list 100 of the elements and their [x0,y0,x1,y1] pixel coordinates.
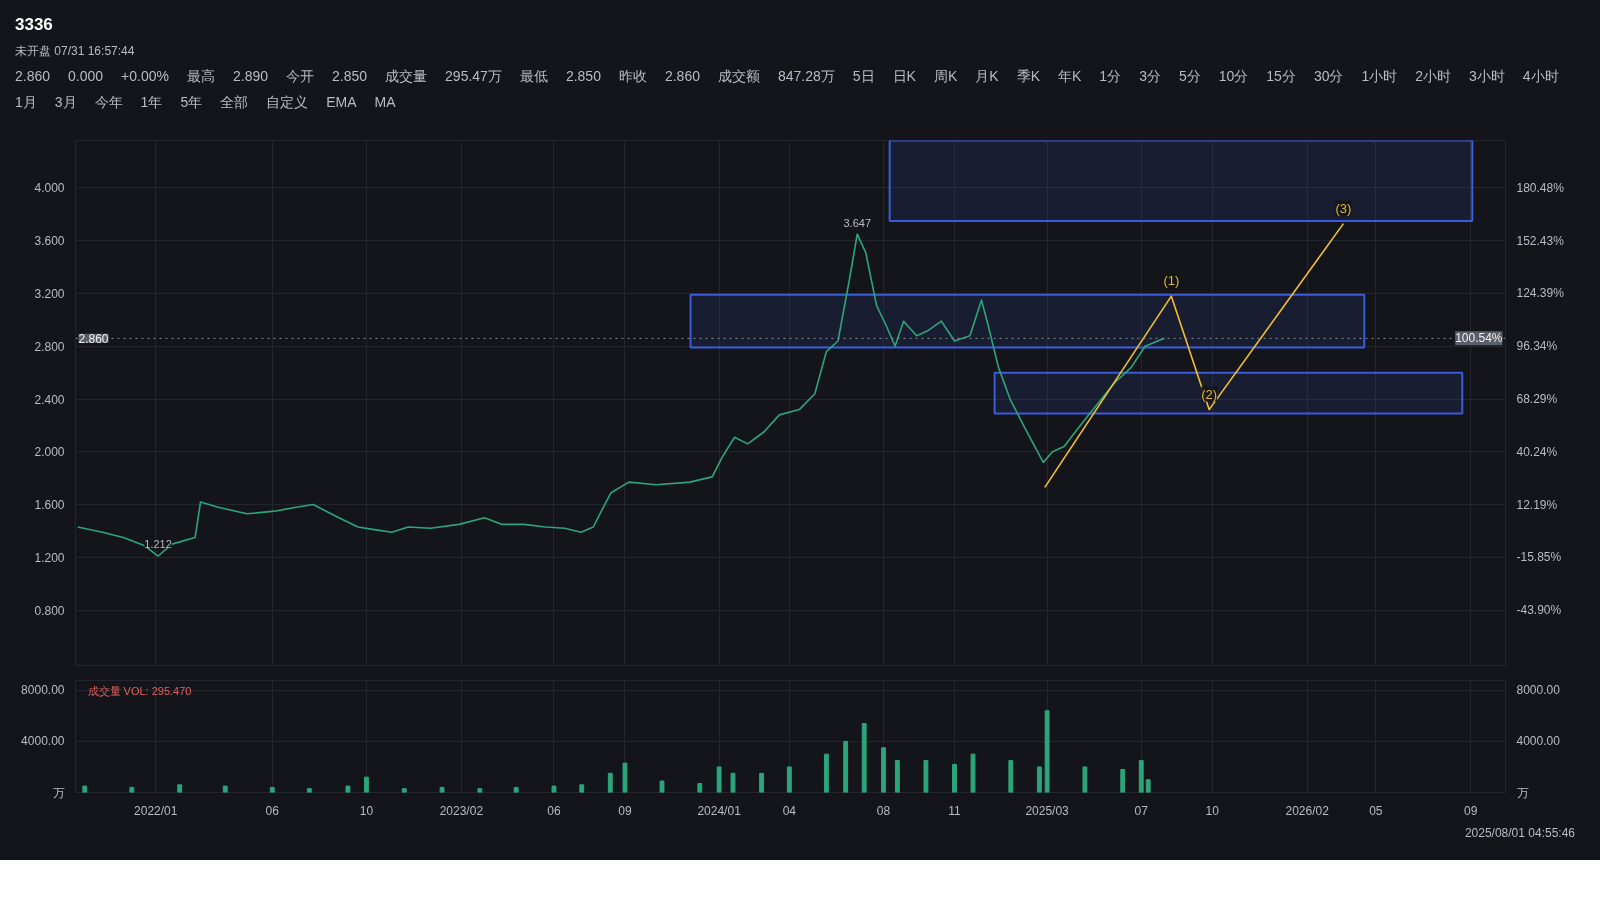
text: 847.28万 [777,67,835,87]
y-tick-label: 3.200 [34,287,65,302]
y-tick-label: 1.600 [34,498,65,513]
ref-line-label: 2.860 [78,331,109,346]
text: 昨收 [618,67,647,87]
text: 最高 [186,67,215,87]
bar [970,753,976,793]
x-tick-label: 09 [1464,803,1478,818]
y2-tick-label: 152.43% [1516,233,1565,248]
line-series [1043,222,1345,489]
bar [952,763,957,793]
y2-tick-label: 12.19% [1516,497,1558,512]
x-tick-label: 11 [948,803,962,818]
text: 最低 [519,67,548,87]
bar [177,784,183,793]
x-tick-label: 2024/01 [697,803,742,818]
bar [1145,779,1151,793]
x-tick-label: 2022/01 [134,803,178,818]
bar [607,772,613,793]
annotation: 成交量 VOL: 295.470 [87,684,192,697]
text: 月K [975,67,999,87]
y2-tick-label: 96.34% [1516,339,1558,354]
text: 295.47万 [445,67,502,87]
y2-tick-label: 124.39% [1516,286,1565,301]
text: 2小时 [1415,67,1452,87]
text: 年K [1057,67,1082,87]
y-tick-label: 万 [52,785,65,800]
text: 2.860 [664,67,700,87]
bar [1008,760,1014,793]
bar [513,786,519,793]
y-tick-label: 4000.00 [21,734,65,749]
text: 周K [933,67,958,87]
y2-tick-label: -43.90% [1516,603,1562,618]
text: 1分 [1099,67,1122,87]
x-tick-label: 08 [876,803,891,818]
x-tick-label: 2026/02 [1285,803,1330,818]
text: 5分 [1178,67,1201,87]
text: 2.850 [565,67,601,87]
y-tick-label: 1.200 [34,550,65,565]
text: 5日 [852,67,875,87]
bar [1120,769,1126,793]
text: 今年 [94,93,123,113]
bar [823,753,829,793]
x-tick-label: 10 [359,803,374,818]
bar [730,772,736,793]
y-tick-label: 2.800 [34,339,65,354]
bar [861,723,867,793]
text: 3分 [1139,67,1161,87]
text: 1年 [140,93,163,113]
bar [697,783,703,793]
text: 1小时 [1361,67,1398,87]
bar [923,760,929,793]
bar [1044,710,1050,793]
bar [579,784,585,793]
chart-subtitle: 未开盘 07/31 16:57:44 [15,43,136,61]
text: +0.00% [121,67,169,87]
x-tick-label: 07 [1134,803,1149,818]
x-tick-label: 09 [618,803,632,818]
text: 5年 [180,93,203,113]
x-tick-label: 2023/02 [439,803,484,818]
bar [881,747,886,793]
text: 今开 [286,67,315,87]
annotation: (3) [1335,200,1352,216]
text: 季K [1016,67,1040,87]
y2-tick-label: 8000.00 [1516,683,1561,698]
bar [401,788,407,793]
text: EMA [326,93,357,113]
text: 日K [892,67,916,87]
y-tick-label: 0.800 [34,603,65,618]
text: 2025/08/01 04:55:46 [1463,825,1575,842]
bar [222,785,228,793]
bar [1138,760,1144,793]
text: 2.860 [15,67,51,87]
y-tick-label: 4.000 [34,181,65,196]
text: 3小时 [1469,67,1505,87]
text: 2.890 [232,67,269,87]
text: 自定义 [266,93,309,113]
bar [129,786,135,793]
y-tick-label: 3.600 [34,234,65,249]
y2-tick-label: -15.85% [1516,550,1562,565]
annotation: 3.647 [843,216,872,229]
bar [1082,766,1088,793]
text: 2.850 [332,67,368,87]
y-tick-label: 2.400 [34,392,65,407]
bar [477,788,483,793]
annotation: (1) [1163,273,1180,289]
y-tick-label: 8000.00 [21,683,65,698]
annotation: 1.212 [144,537,172,550]
text: 1月 [15,93,37,113]
annotation: (2) [1201,386,1218,402]
line-series [77,233,1166,557]
text: 3月 [54,93,77,113]
bar [306,788,312,793]
bar [622,762,628,793]
bar [894,760,900,793]
bar [659,780,665,793]
x-tick-label: 2025/03 [1025,803,1070,818]
text: 15分 [1266,67,1296,87]
text: 0.000 [68,67,104,87]
bar [843,740,849,793]
